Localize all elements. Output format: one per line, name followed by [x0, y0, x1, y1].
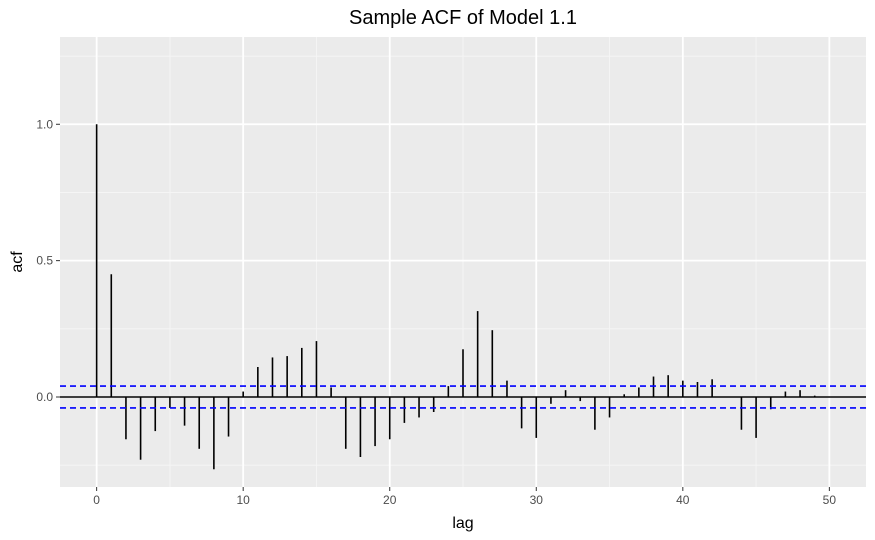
confidence-bounds [60, 385, 866, 409]
x-tick-label: 30 [530, 493, 544, 507]
y-tick-label: 0.5 [36, 254, 53, 268]
minor-gridlines [60, 37, 866, 487]
chart-title: Sample ACF of Model 1.1 [349, 7, 577, 29]
y-tick-label: 0.0 [36, 390, 53, 404]
x-tick-label: 10 [237, 493, 251, 507]
tick-labels: 0 10 20 30 40 50 0.0 0.5 1.0 [36, 117, 836, 507]
axis-ticks [56, 123, 830, 491]
x-axis-title: lag [452, 515, 473, 532]
acf-bars [95, 124, 816, 470]
x-tick-label: 0 [93, 493, 100, 507]
x-tick-label: 50 [823, 493, 837, 507]
y-axis-title: acf [9, 251, 26, 273]
x-tick-label: 20 [383, 493, 397, 507]
y-tick-label: 1.0 [36, 117, 53, 131]
x-tick-label: 40 [676, 493, 690, 507]
